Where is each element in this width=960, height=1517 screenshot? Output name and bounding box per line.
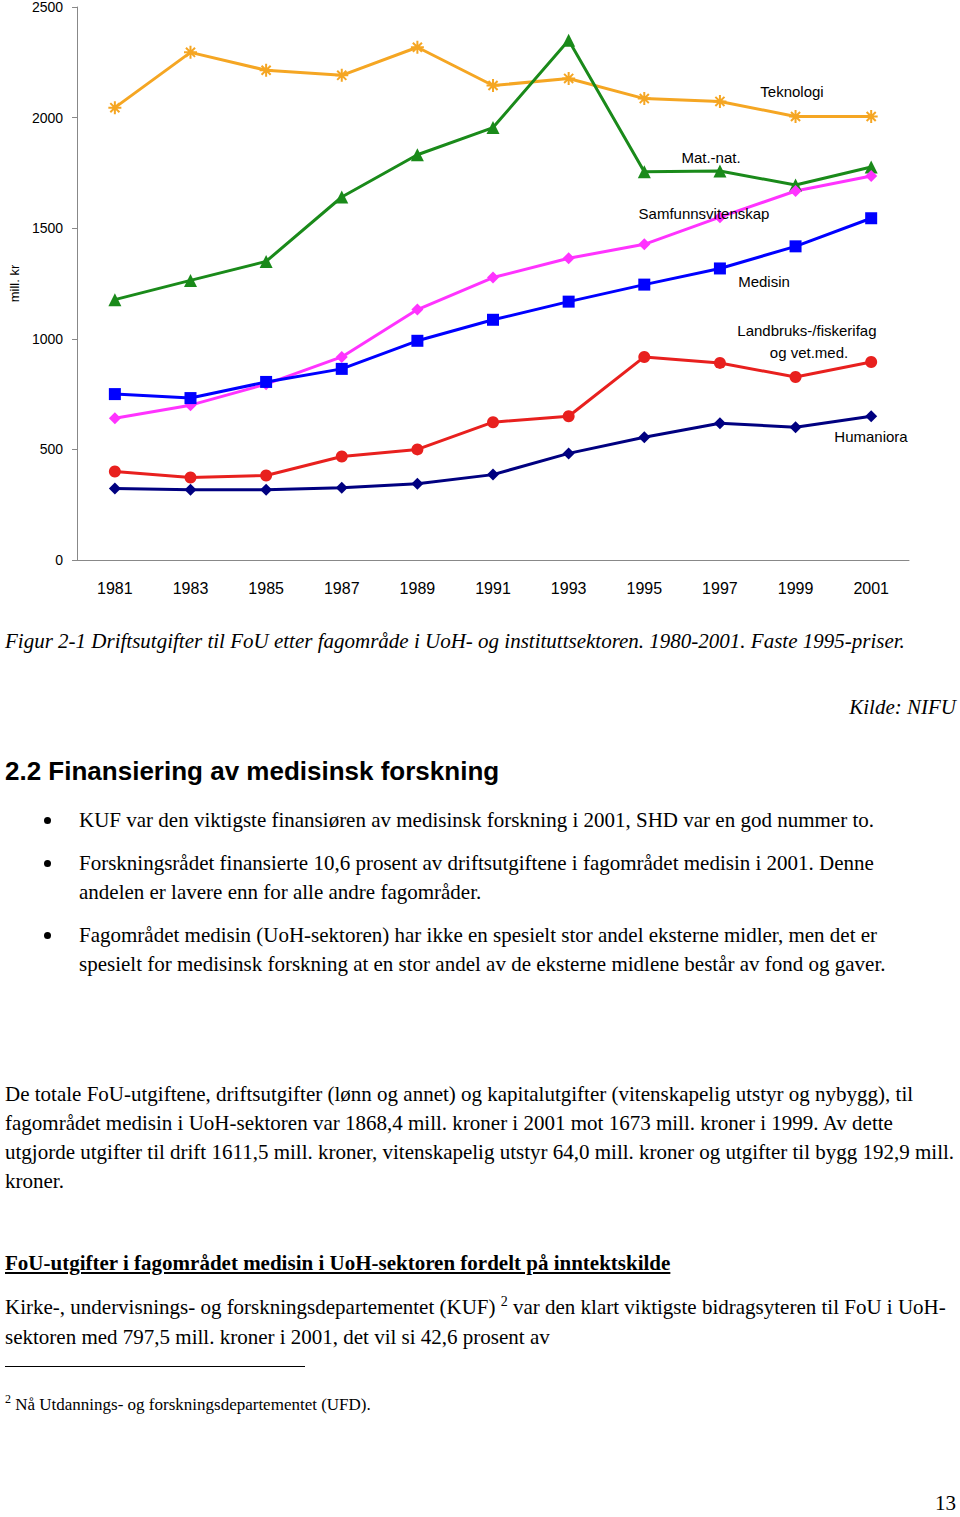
svg-text:1989: 1989 (400, 580, 436, 597)
svg-text:mill. kr: mill. kr (7, 264, 22, 302)
html-text:Figur 2-1 Driftsutgifter til F: Figur 2-1 Driftsutgifter til FoU etter f… (5, 629, 905, 653)
html-text:KUF var den viktigste finansiø: KUF var den viktigste finansiøren av med… (79, 808, 874, 832)
html-text:Forskningsrådet finansierte 10: Forskningsrådet finansierte 10,6 prosent… (79, 851, 874, 904)
svg-text:Medisin: Medisin (738, 273, 790, 290)
svg-text:1993: 1993 (551, 580, 587, 597)
svg-text:1000: 1000 (32, 331, 63, 347)
svg-text:1995: 1995 (626, 580, 662, 597)
html-text:13: 13 (935, 1491, 956, 1515)
svg-text:1981: 1981 (97, 580, 133, 597)
svg-text:1987: 1987 (324, 580, 360, 597)
svg-text:500: 500 (40, 441, 64, 457)
svg-text:1983: 1983 (173, 580, 209, 597)
html-text:Kilde: NIFU: Kilde: NIFU (849, 695, 956, 719)
svg-text:1997: 1997 (702, 580, 738, 597)
html-text:2.2 Finansiering av medisinsk: 2.2 Finansiering av medisinsk forskning (5, 756, 500, 786)
html-text:De totale FoU-utgiftene, drift: De totale FoU-utgiftene, driftsutgifter … (5, 1082, 955, 1193)
svg-text:2001: 2001 (853, 580, 889, 597)
html-text:2Nå Utdannings- og forskningsd: 2Nå Utdannings- og forskningsdepartement… (5, 1392, 371, 1414)
html-text:FoU-utgifter i fagområdet medi: FoU-utgifter i fagområdet medisin i UoH-… (5, 1251, 671, 1275)
svg-text:og vet.med.: og vet.med. (770, 344, 848, 361)
svg-text:0: 0 (55, 552, 63, 568)
svg-text:Teknologi: Teknologi (760, 83, 823, 100)
svg-text:2000: 2000 (32, 110, 63, 126)
svg-text:1985: 1985 (248, 580, 284, 597)
svg-text:1991: 1991 (475, 580, 511, 597)
html-text:Fagområdet medisin (UoH-sektor: Fagområdet medisin (UoH-sektoren) har ik… (79, 923, 886, 976)
svg-text:Landbruks-/fiskerifag: Landbruks-/fiskerifag (737, 322, 880, 339)
svg-text:1500: 1500 (32, 220, 63, 236)
svg-text:2500: 2500 (32, 0, 63, 15)
svg-text:1999: 1999 (778, 580, 814, 597)
svg-text:Samfunnsvitenskap: Samfunnsvitenskap (639, 205, 770, 222)
svg-text:Humaniora: Humaniora (834, 428, 908, 445)
html-text:Kirke-, undervisnings- og fors: Kirke-, undervisnings- og forskningsdepa… (5, 1294, 946, 1349)
svg-text:Mat.-nat.: Mat.-nat. (681, 149, 740, 166)
